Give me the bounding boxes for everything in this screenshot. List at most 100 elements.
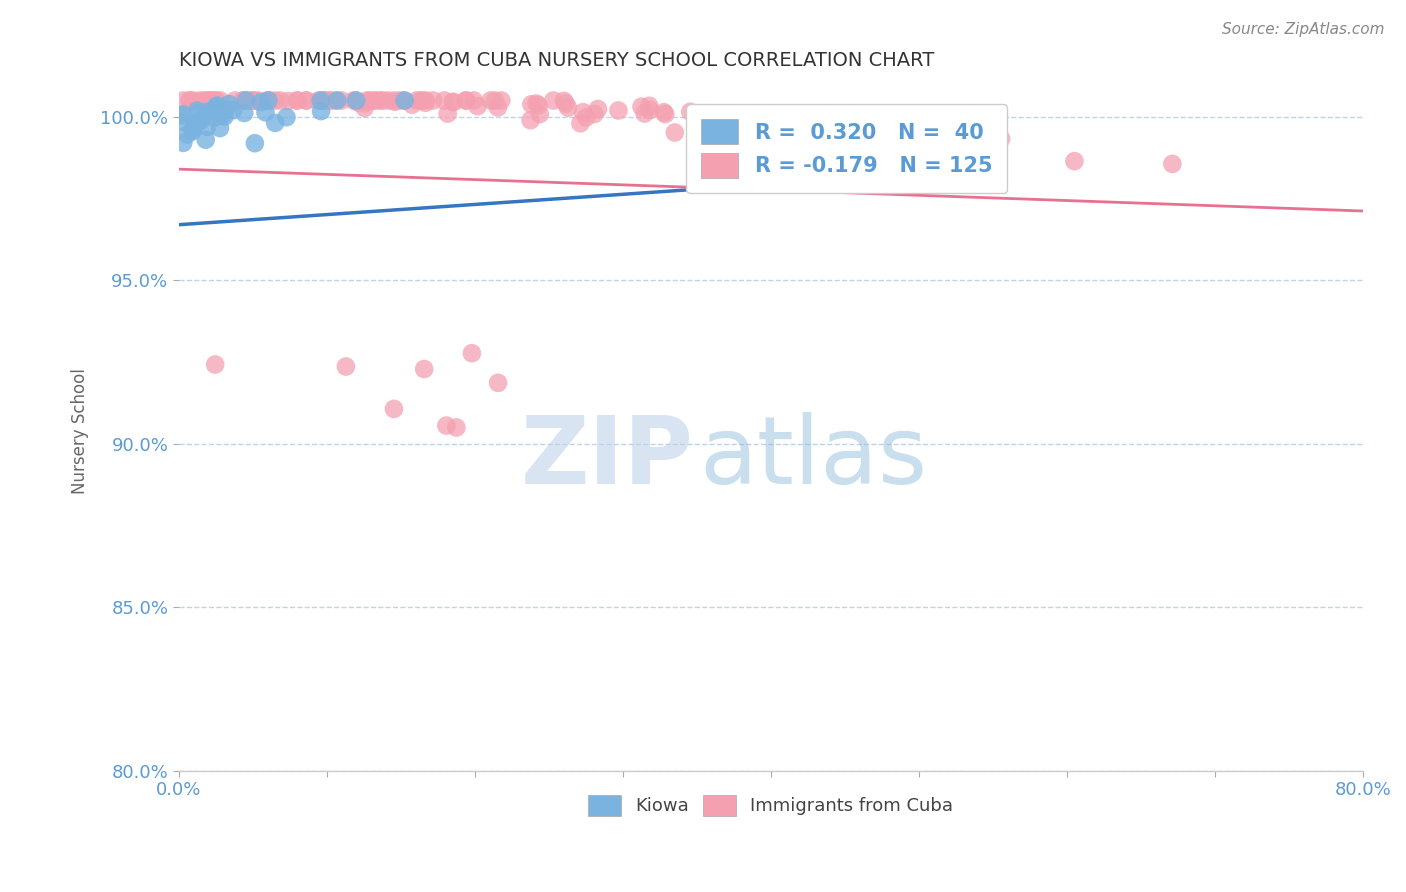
Point bbox=[256, 94, 278, 108]
Point bbox=[198, 94, 221, 108]
Point bbox=[309, 104, 332, 119]
Point bbox=[314, 94, 336, 108]
Point bbox=[169, 109, 191, 123]
Point bbox=[254, 105, 277, 120]
Point bbox=[218, 97, 240, 112]
Point bbox=[312, 94, 335, 108]
Point bbox=[193, 94, 215, 108]
Point bbox=[433, 94, 456, 108]
Point bbox=[557, 101, 579, 115]
Point bbox=[406, 94, 429, 108]
Point bbox=[186, 103, 208, 118]
Point bbox=[183, 118, 205, 132]
Point bbox=[758, 128, 780, 143]
Point bbox=[527, 98, 550, 112]
Point bbox=[319, 94, 342, 108]
Point bbox=[179, 94, 201, 108]
Point bbox=[486, 100, 509, 114]
Point bbox=[344, 94, 367, 108]
Point bbox=[654, 107, 676, 121]
Point bbox=[664, 126, 686, 140]
Point bbox=[363, 94, 385, 108]
Point bbox=[554, 96, 576, 111]
Point bbox=[377, 94, 399, 108]
Point bbox=[980, 152, 1002, 166]
Point bbox=[181, 94, 204, 108]
Point bbox=[520, 97, 543, 112]
Point bbox=[807, 120, 830, 135]
Point bbox=[887, 127, 910, 141]
Point bbox=[394, 94, 416, 108]
Point bbox=[312, 94, 335, 108]
Point bbox=[583, 107, 606, 121]
Point bbox=[172, 107, 194, 121]
Legend: Kiowa, Immigrants from Cuba: Kiowa, Immigrants from Cuba bbox=[581, 788, 960, 822]
Point bbox=[195, 105, 218, 120]
Point bbox=[276, 110, 298, 124]
Point bbox=[388, 94, 411, 108]
Point bbox=[187, 105, 209, 120]
Point bbox=[330, 94, 353, 108]
Point bbox=[370, 94, 392, 108]
Point bbox=[446, 420, 468, 434]
Point bbox=[392, 94, 415, 108]
Point bbox=[354, 96, 377, 111]
Point bbox=[633, 106, 655, 120]
Point bbox=[247, 94, 270, 108]
Point bbox=[630, 100, 652, 114]
Point bbox=[415, 95, 437, 110]
Point bbox=[201, 94, 224, 108]
Point bbox=[413, 362, 436, 376]
Point bbox=[232, 94, 254, 108]
Point bbox=[194, 133, 217, 147]
Point bbox=[737, 129, 759, 144]
Point bbox=[486, 376, 509, 390]
Point bbox=[463, 94, 485, 108]
Point bbox=[479, 94, 502, 108]
Point bbox=[454, 94, 477, 108]
Point bbox=[181, 121, 204, 136]
Point bbox=[529, 107, 551, 121]
Point bbox=[209, 94, 232, 108]
Point bbox=[243, 136, 266, 151]
Point bbox=[190, 113, 212, 128]
Y-axis label: Nursery School: Nursery School bbox=[72, 368, 89, 493]
Point bbox=[382, 94, 405, 108]
Point bbox=[242, 94, 264, 108]
Point bbox=[443, 95, 465, 109]
Point bbox=[214, 110, 236, 124]
Point bbox=[211, 108, 233, 122]
Point bbox=[652, 105, 675, 120]
Point bbox=[347, 95, 370, 110]
Point bbox=[208, 101, 231, 115]
Point bbox=[188, 94, 211, 108]
Point bbox=[553, 94, 575, 108]
Point bbox=[205, 94, 228, 108]
Point bbox=[198, 94, 221, 108]
Point bbox=[638, 103, 661, 117]
Point bbox=[233, 106, 256, 120]
Point bbox=[371, 94, 394, 108]
Point bbox=[308, 94, 330, 108]
Point bbox=[491, 94, 513, 108]
Point bbox=[409, 94, 432, 108]
Point bbox=[232, 94, 254, 108]
Point bbox=[575, 111, 598, 125]
Point bbox=[250, 95, 273, 110]
Text: ZIP: ZIP bbox=[520, 412, 693, 504]
Point bbox=[224, 94, 246, 108]
Point bbox=[679, 104, 702, 119]
Point bbox=[179, 94, 201, 108]
Point bbox=[181, 124, 204, 138]
Point bbox=[222, 103, 245, 118]
Point bbox=[569, 116, 592, 130]
Point bbox=[344, 94, 367, 108]
Point bbox=[257, 94, 280, 108]
Point bbox=[335, 359, 357, 374]
Point bbox=[285, 94, 308, 108]
Point bbox=[342, 94, 364, 108]
Point bbox=[422, 94, 444, 108]
Point bbox=[728, 125, 751, 139]
Point bbox=[295, 94, 318, 108]
Text: atlas: atlas bbox=[700, 412, 928, 504]
